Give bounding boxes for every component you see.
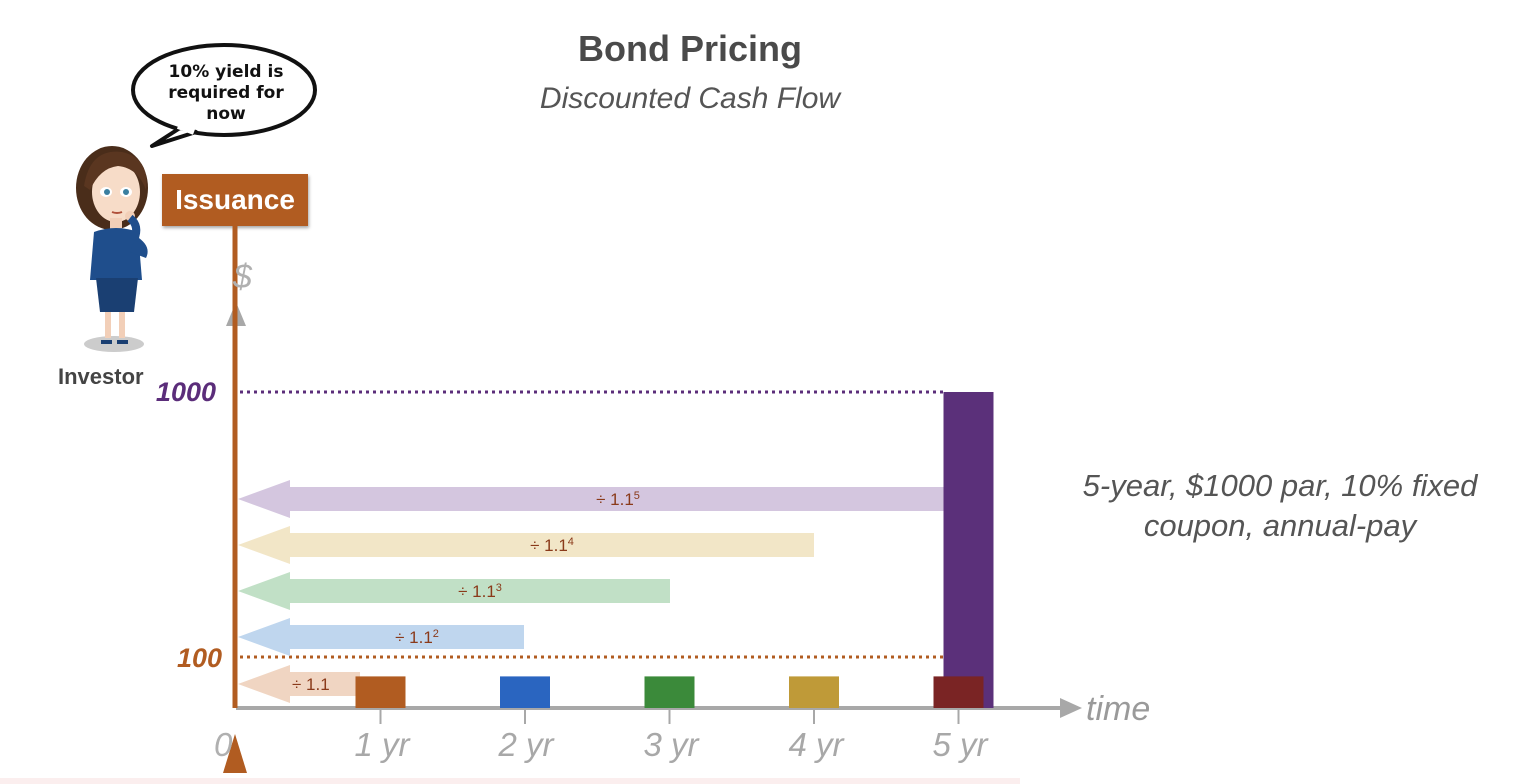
coupon-bar-4yr [789, 676, 839, 708]
discount-label-year-2: ÷ 1.12 [395, 628, 439, 647]
y-axis-symbol: $ [233, 258, 252, 296]
coupon-bar-5yr [933, 676, 984, 708]
bottom-band [0, 778, 1020, 784]
discount-label-year-3: ÷ 1.13 [458, 582, 502, 601]
speech-bubble-shape [131, 43, 317, 148]
discount-arrow-year-4 [238, 526, 814, 564]
discount-label-year-4: ÷ 1.14 [530, 536, 574, 555]
discount-arrow-year-5 [238, 480, 946, 518]
discount-arrow-year-3 [238, 572, 670, 610]
discount-arrow-year-1 [238, 665, 360, 703]
tick-label-2yr: 2 yr [498, 726, 554, 763]
origin-label: 0 [214, 726, 233, 763]
coupon-bar-2yr [500, 676, 550, 708]
coupon-bar-3yr [644, 676, 695, 708]
page-subtitle: Discounted Cash Flow [539, 82, 841, 115]
x-axis-arrow [1060, 698, 1082, 718]
issuance-label: Issuance [162, 174, 308, 226]
tick-label-5yr: 5 yr [932, 726, 988, 763]
coupon-level-label: 100 [176, 643, 222, 673]
par-level-label: 1000 [155, 377, 216, 407]
origin-marker [223, 734, 247, 773]
discount-arrow-year-2 [238, 618, 524, 656]
discount-label-year-1: ÷ 1.1 [292, 675, 330, 694]
tick-label-3yr: 3 yr [643, 726, 699, 763]
coupon-bar-1yr [355, 676, 406, 708]
par-bar-5yr [943, 392, 994, 708]
discount-label-year-5: ÷ 1.15 [596, 490, 640, 509]
tick-label-4yr: 4 yr [788, 726, 844, 763]
investor-illustration [76, 43, 317, 352]
page-title: Bond Pricing [578, 28, 802, 69]
bond-description: 5-year, $1000 par, 10% fixed coupon, ann… [1082, 468, 1478, 543]
speech-bubble-text: 10% yield is required for now [168, 62, 284, 124]
tick-label-1yr: 1 yr [354, 726, 410, 763]
investor-label: Investor [58, 364, 144, 389]
x-axis-label: time [1086, 690, 1151, 728]
